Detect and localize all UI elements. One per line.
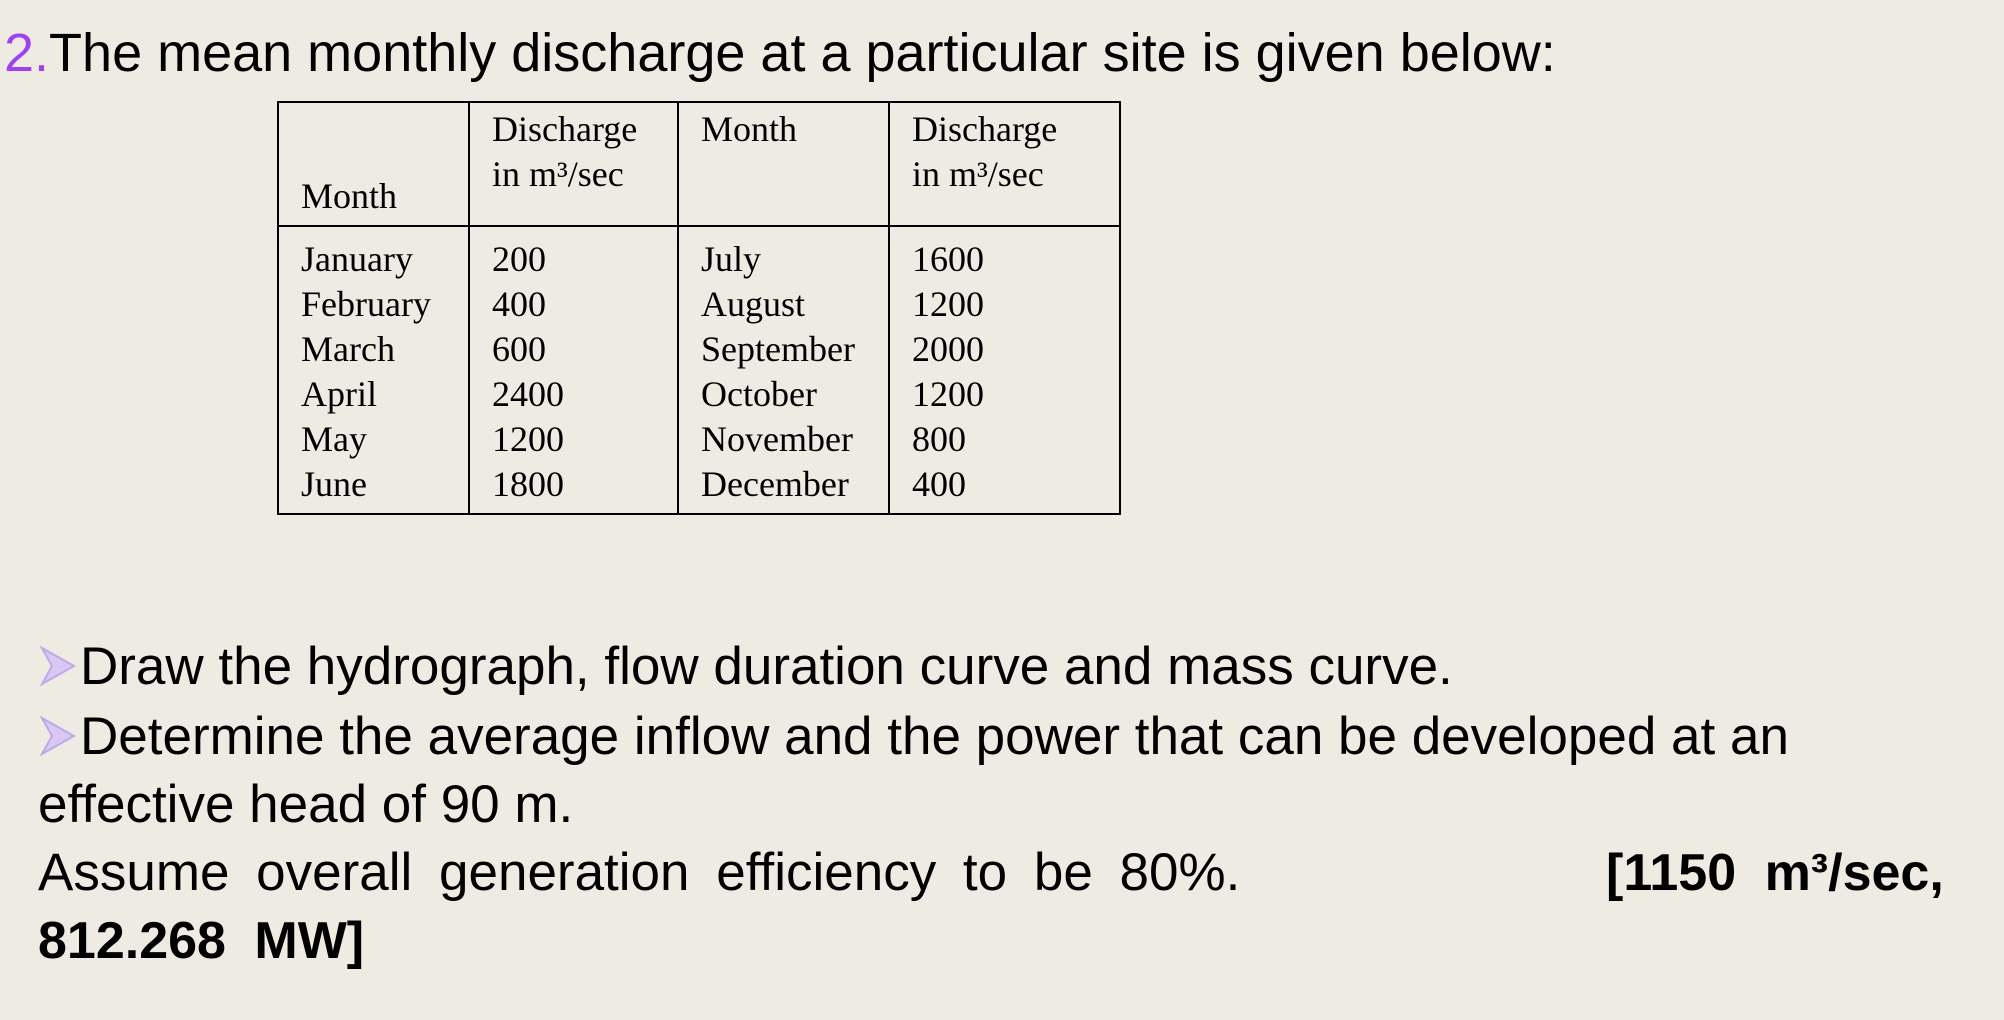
discharge-cell: 400 [888, 462, 1121, 515]
discharge-cell: 1200 [468, 417, 679, 462]
month-cell: June [277, 462, 470, 515]
table-body: January 200 July 1600 February 400 August 1200 M… [277, 226, 1121, 515]
header-line: Discharge [912, 109, 1058, 149]
table-row: February 400 August 1200 [277, 282, 1121, 327]
month-cell: April [277, 372, 470, 417]
month-cell: October [677, 372, 890, 417]
table-row: June 1800 December 400 [277, 462, 1121, 515]
header-cell: Discharge in m³/sec [888, 101, 1121, 227]
month-cell: December [677, 462, 890, 515]
discharge-cell: 2000 [888, 327, 1121, 372]
header-cell: Month [677, 101, 890, 227]
discharge-cell: 1200 [888, 282, 1121, 327]
month-cell: May [277, 417, 470, 462]
discharge-cell: 1800 [468, 462, 679, 515]
discharge-cell: 1600 [888, 226, 1121, 282]
discharge-cell: 200 [468, 226, 679, 282]
discharge-cell: 600 [468, 327, 679, 372]
month-cell: January [277, 226, 470, 282]
question-text: The mean monthly discharge at a particul… [49, 23, 1556, 83]
discharge-cell: 1200 [888, 372, 1121, 417]
header-cell: Discharge in m³/sec [468, 101, 679, 227]
table-row: May 1200 November 800 [277, 417, 1121, 462]
bullet-text: Determine the average inflow and the pow… [38, 707, 1789, 834]
table-row: January 200 July 1600 [277, 226, 1121, 282]
question: 2.The mean monthly discharge at a partic… [4, 22, 1556, 84]
header-cell: Month [277, 101, 470, 227]
month-cell: February [277, 282, 470, 327]
month-cell: July [677, 226, 890, 282]
header-line: in m³/sec [492, 154, 624, 194]
header-line: in m³/sec [912, 154, 1044, 194]
month-cell: March [277, 327, 470, 372]
header-line: Discharge [492, 109, 638, 149]
discharge-table: Month Discharge in m³/sec Month Discharge in … [277, 101, 1121, 515]
month-cell: November [677, 417, 890, 462]
table-row: March 600 September 2000 [277, 327, 1121, 372]
table-row: April 2400 October 1200 [277, 372, 1121, 417]
month-cell: September [677, 327, 890, 372]
bullet-arrow [39, 645, 77, 687]
bullet-arrow [39, 715, 77, 757]
question-number: 2. [4, 23, 50, 83]
bullet: Draw the hydrograph, flow duration curve… [38, 633, 1453, 701]
bullet: Determine the average inflow and the pow… [38, 703, 1978, 839]
header-row: Month Discharge in m³/sec Month Discharge in … [277, 101, 1121, 227]
discharge-cell: 800 [888, 417, 1121, 462]
header-line: Month [301, 176, 398, 216]
header-line: Month [701, 109, 798, 149]
bullet-text: Draw the hydrograph, flow duration curve… [80, 637, 1453, 696]
assumption: Assume overall generation efficiency to … [38, 843, 1241, 902]
answer: [1150 m³/sec, 812.268 MW] [38, 844, 1944, 970]
discharge-cell: 2400 [468, 372, 679, 417]
discharge-cell: 400 [468, 282, 679, 327]
month-cell: August [677, 282, 890, 327]
